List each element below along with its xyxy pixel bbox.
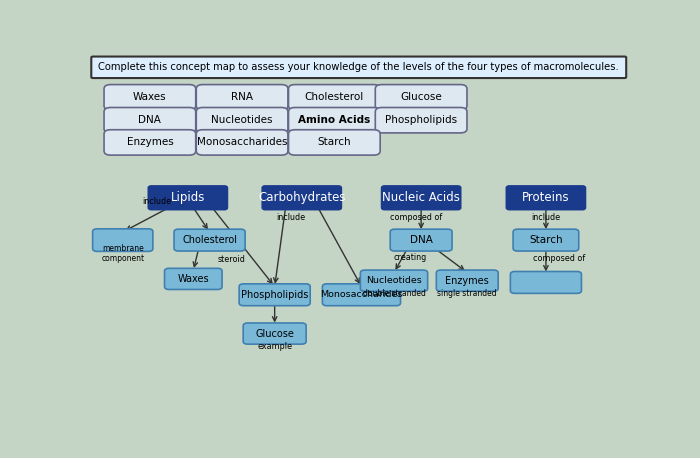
Text: double stranded: double stranded — [363, 289, 426, 298]
FancyBboxPatch shape — [174, 229, 245, 251]
FancyBboxPatch shape — [390, 229, 452, 251]
FancyBboxPatch shape — [104, 130, 196, 155]
Text: creating: creating — [393, 252, 427, 262]
Text: Proteins: Proteins — [522, 191, 570, 204]
FancyBboxPatch shape — [288, 108, 380, 133]
Text: Enzymes: Enzymes — [127, 137, 174, 147]
Text: Complete this concept map to assess your knowledge of the levels of the four typ: Complete this concept map to assess your… — [99, 62, 619, 72]
FancyBboxPatch shape — [513, 229, 579, 251]
Text: Enzymes: Enzymes — [445, 276, 489, 286]
FancyBboxPatch shape — [104, 85, 196, 110]
Text: RNA: RNA — [231, 92, 253, 102]
Text: Nucleotides: Nucleotides — [366, 276, 422, 285]
FancyBboxPatch shape — [382, 186, 461, 209]
Text: Cholesterol: Cholesterol — [304, 92, 364, 102]
Text: DNA: DNA — [410, 235, 433, 245]
FancyBboxPatch shape — [360, 270, 428, 291]
Text: Phospholipids: Phospholipids — [385, 115, 457, 125]
Text: single stranded: single stranded — [438, 289, 497, 298]
Text: Starch: Starch — [318, 137, 351, 147]
FancyBboxPatch shape — [507, 186, 585, 209]
Text: Lipids: Lipids — [171, 191, 205, 204]
FancyBboxPatch shape — [239, 284, 310, 305]
Text: DNA: DNA — [139, 115, 161, 125]
Text: Glucose: Glucose — [256, 328, 294, 338]
FancyBboxPatch shape — [436, 270, 498, 291]
Text: example: example — [257, 343, 292, 351]
FancyBboxPatch shape — [104, 108, 196, 133]
FancyBboxPatch shape — [164, 268, 222, 289]
Text: Waxes: Waxes — [178, 274, 209, 284]
Text: Waxes: Waxes — [133, 92, 167, 102]
Text: Nucleic Acids: Nucleic Acids — [382, 191, 460, 204]
FancyBboxPatch shape — [196, 108, 288, 133]
Text: Monosaccharides: Monosaccharides — [197, 137, 288, 147]
Text: Glucose: Glucose — [400, 92, 442, 102]
FancyBboxPatch shape — [91, 56, 626, 78]
FancyBboxPatch shape — [196, 130, 288, 155]
Text: Phospholipids: Phospholipids — [241, 290, 309, 300]
FancyBboxPatch shape — [375, 85, 467, 110]
FancyBboxPatch shape — [288, 130, 380, 155]
Text: steroid: steroid — [218, 255, 246, 264]
Text: Monosaccharides: Monosaccharides — [321, 290, 402, 299]
Text: Amino Acids: Amino Acids — [298, 115, 370, 125]
FancyBboxPatch shape — [510, 272, 582, 294]
FancyBboxPatch shape — [196, 85, 288, 110]
Text: include: include — [276, 213, 305, 222]
FancyBboxPatch shape — [288, 85, 380, 110]
FancyBboxPatch shape — [91, 56, 626, 78]
Text: Nucleotides: Nucleotides — [211, 115, 273, 125]
Text: Carbohydrates: Carbohydrates — [258, 191, 346, 204]
FancyBboxPatch shape — [243, 323, 306, 344]
Text: Starch: Starch — [529, 235, 563, 245]
FancyBboxPatch shape — [323, 284, 400, 305]
Text: composed of: composed of — [533, 254, 586, 263]
Text: include: include — [142, 197, 171, 206]
FancyBboxPatch shape — [262, 186, 341, 209]
Text: composed of: composed of — [390, 213, 442, 222]
FancyBboxPatch shape — [375, 108, 467, 133]
FancyBboxPatch shape — [92, 229, 153, 251]
Text: Cholesterol: Cholesterol — [182, 235, 237, 245]
Text: membrane
component: membrane component — [102, 244, 144, 263]
Text: include: include — [531, 213, 561, 222]
FancyBboxPatch shape — [148, 186, 228, 209]
